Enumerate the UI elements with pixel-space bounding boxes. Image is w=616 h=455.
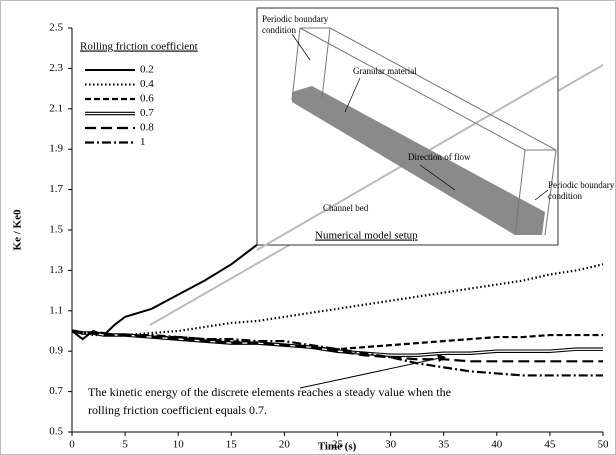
- y-tick-label: 2.1: [49, 102, 63, 114]
- inset-caption: Numerical model setup: [315, 230, 418, 242]
- x-tick-label: 45: [544, 439, 556, 451]
- x-tick-label: 30: [385, 439, 397, 451]
- y-tick-label: 1.3: [49, 264, 63, 276]
- inset-label: Granular material: [353, 66, 417, 76]
- y-tick-label: 1.9: [49, 143, 63, 155]
- x-tick-label: 25: [332, 439, 344, 451]
- y-tick-label: 1.5: [49, 224, 63, 236]
- inset-label: condition: [262, 25, 296, 35]
- legend-label: 0.2: [140, 64, 154, 76]
- x-tick-label: 5: [122, 439, 128, 451]
- x-tick-label: 10: [173, 439, 185, 451]
- x-tick-label: 0: [69, 439, 75, 451]
- inset-label: Periodic boundary: [262, 14, 329, 24]
- x-axis-label: Time (s): [318, 441, 357, 453]
- y-tick-label: 2.5: [49, 22, 63, 34]
- x-tick-label: 40: [491, 439, 503, 451]
- legend-title: Rolling friction coefficient: [80, 41, 198, 53]
- inset: Periodic boundary condition Granular mat…: [256, 7, 615, 251]
- box-edge: [321, 27, 331, 99]
- legend-label: 0.6: [140, 93, 154, 105]
- pointer: [344, 77, 361, 113]
- domain-box: [291, 27, 557, 236]
- inset-pointers: [291, 33, 549, 201]
- arrow-head: [437, 354, 446, 362]
- y-tick-label: 1.1: [49, 304, 63, 316]
- legend-label: 0.8: [140, 122, 154, 134]
- box-edge: [299, 27, 526, 151]
- y-axis-label: Ke / Ke0: [12, 209, 24, 250]
- annotation: rolling friction coefficient equals 0.7.: [88, 403, 267, 417]
- pointer: [291, 33, 311, 61]
- y-tick-label: 0.5: [49, 426, 63, 438]
- x-tick-label: 50: [598, 439, 610, 451]
- y-tick-label: 1.7: [49, 183, 63, 195]
- inset-label: Channel bed: [323, 203, 369, 213]
- plot-area: 0.5 0.7 0.9 1.1 1.3 1.5 1.7 1.9 2.1 2.3 2.5 0 5 10 15 2…: [49, 22, 609, 451]
- pointer: [534, 189, 549, 201]
- legend-label: 0.7: [140, 107, 154, 119]
- legend-label: 1: [140, 136, 146, 148]
- inset-label: Periodic boundary: [548, 180, 615, 190]
- inset-label: Direction of flow: [408, 152, 471, 162]
- annotation: The kinetic energy of the discrete eleme…: [88, 385, 451, 399]
- x-tick-label: 15: [226, 439, 238, 451]
- pointer: [419, 164, 456, 191]
- y-tick-label: 0.7: [49, 385, 63, 397]
- box-edge: [514, 149, 526, 236]
- series-line: [71, 329, 603, 377]
- y-tick-label: 0.9: [49, 345, 63, 357]
- y-tick-label: 2.3: [49, 62, 63, 74]
- annotation-arrow: [299, 357, 441, 389]
- legend-label: 0.4: [140, 78, 154, 90]
- granular-slab: [292, 86, 545, 235]
- x-tick-label: 35: [438, 439, 450, 451]
- inset-label: condition: [548, 191, 582, 201]
- x-tick-label: 20: [279, 439, 291, 451]
